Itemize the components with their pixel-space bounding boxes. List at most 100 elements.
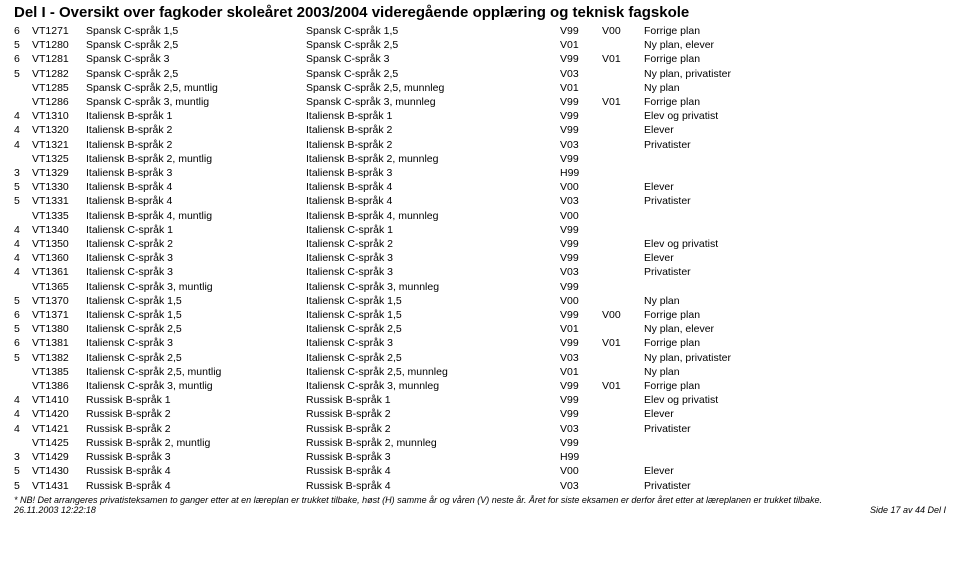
col-code: VT1371 [32,308,86,322]
table-row: VT1425Russisk B-språk 2, muntligRussisk … [14,436,946,450]
col-note: Elever [644,251,946,265]
table-row: 5VT1380Italiensk C-språk 2,5Italiensk C-… [14,322,946,336]
col-v1: V00 [560,209,602,223]
col-code: VT1325 [32,152,86,166]
col-num: 4 [14,407,32,421]
table-row: VT1285Spansk C-språk 2,5, muntligSpansk … [14,81,946,95]
col-v2 [602,152,644,166]
col-v1: V99 [560,223,602,237]
col-note: Elever [644,123,946,137]
col-num: 3 [14,450,32,464]
footer-note: * NB! Det arrangeres privatisteksamen to… [14,495,946,505]
table-row: 3VT1429Russisk B-språk 3Russisk B-språk … [14,450,946,464]
col-note: Elever [644,180,946,194]
col-desc: Russisk B-språk 4 [306,479,560,493]
col-name: Italiensk C-språk 3, muntlig [86,280,306,294]
col-note [644,223,946,237]
col-num [14,379,32,393]
col-v2 [602,209,644,223]
col-note: Ny plan [644,365,946,379]
col-v1: V00 [560,294,602,308]
col-num: 6 [14,336,32,350]
col-v1: V99 [560,379,602,393]
col-name: Russisk B-språk 2, muntlig [86,436,306,450]
col-num: 4 [14,265,32,279]
col-code: VT1285 [32,81,86,95]
footer-date: 26.11.2003 12:22:18 [14,505,96,515]
col-v2 [602,365,644,379]
table-row: VT1325Italiensk B-språk 2, muntligItalie… [14,152,946,166]
col-name: Italiensk B-språk 4, muntlig [86,209,306,223]
col-desc: Russisk B-språk 3 [306,450,560,464]
col-code: VT1386 [32,379,86,393]
col-desc: Russisk B-språk 2 [306,422,560,436]
col-name: Italiensk B-språk 2 [86,123,306,137]
col-code: VT1280 [32,38,86,52]
col-note [644,436,946,450]
col-desc: Italiensk C-språk 2 [306,237,560,251]
col-v2: V01 [602,336,644,350]
col-name: Italiensk C-språk 1 [86,223,306,237]
col-desc: Italiensk B-språk 4, munnleg [306,209,560,223]
page-title: Del I - Oversikt over fagkoder skoleåret… [14,4,946,21]
col-name: Italiensk C-språk 2,5 [86,351,306,365]
col-desc: Italiensk C-språk 1,5 [306,294,560,308]
col-v1: V99 [560,237,602,251]
table-row: VT1286Spansk C-språk 3, muntligSpansk C-… [14,95,946,109]
col-name: Italiensk B-språk 3 [86,166,306,180]
col-v2 [602,109,644,123]
col-name: Russisk B-språk 2 [86,407,306,421]
table-row: 5VT1430Russisk B-språk 4Russisk B-språk … [14,464,946,478]
col-code: VT1380 [32,322,86,336]
col-num: 5 [14,67,32,81]
table-row: 5VT1282Spansk C-språk 2,5Spansk C-språk … [14,67,946,81]
col-note: Privatister [644,265,946,279]
col-num: 3 [14,166,32,180]
col-desc: Italiensk B-språk 3 [306,166,560,180]
col-name: Italiensk B-språk 4 [86,180,306,194]
col-num: 5 [14,479,32,493]
col-num: 4 [14,237,32,251]
col-note: Forrige plan [644,95,946,109]
table-row: VT1335Italiensk B-språk 4, muntligItalie… [14,209,946,223]
col-desc: Spansk C-språk 3, munnleg [306,95,560,109]
col-num: 6 [14,308,32,322]
col-desc: Spansk C-språk 3 [306,52,560,66]
col-name: Spansk C-språk 3, muntlig [86,95,306,109]
col-num: 6 [14,52,32,66]
footer-page: Side 17 av 44 Del I [870,505,946,515]
col-name: Italiensk C-språk 1,5 [86,308,306,322]
col-v2: V01 [602,95,644,109]
col-note: Privatister [644,479,946,493]
col-note [644,450,946,464]
col-name: Italiensk B-språk 1 [86,109,306,123]
table-row: 4VT1421Russisk B-språk 2Russisk B-språk … [14,422,946,436]
col-code: VT1331 [32,194,86,208]
col-v2 [602,322,644,336]
col-v2 [602,123,644,137]
col-num [14,152,32,166]
col-v1: V99 [560,308,602,322]
col-code: VT1361 [32,265,86,279]
col-v2 [602,280,644,294]
col-desc: Russisk B-språk 1 [306,393,560,407]
col-v1: V01 [560,81,602,95]
col-v2 [602,407,644,421]
col-v1: H99 [560,166,602,180]
table-row: 5VT1330Italiensk B-språk 4Italiensk B-sp… [14,180,946,194]
col-desc: Italiensk C-språk 3, munnleg [306,280,560,294]
col-num: 5 [14,464,32,478]
col-v2 [602,450,644,464]
col-code: VT1320 [32,123,86,137]
col-v1: H99 [560,450,602,464]
col-num: 5 [14,38,32,52]
col-v2 [602,436,644,450]
col-note: Elev og privatist [644,393,946,407]
col-code: VT1281 [32,52,86,66]
col-note: Forrige plan [644,24,946,38]
col-note [644,280,946,294]
col-v2: V01 [602,379,644,393]
col-note: Ny plan [644,81,946,95]
col-note [644,209,946,223]
col-desc: Italiensk C-språk 1 [306,223,560,237]
